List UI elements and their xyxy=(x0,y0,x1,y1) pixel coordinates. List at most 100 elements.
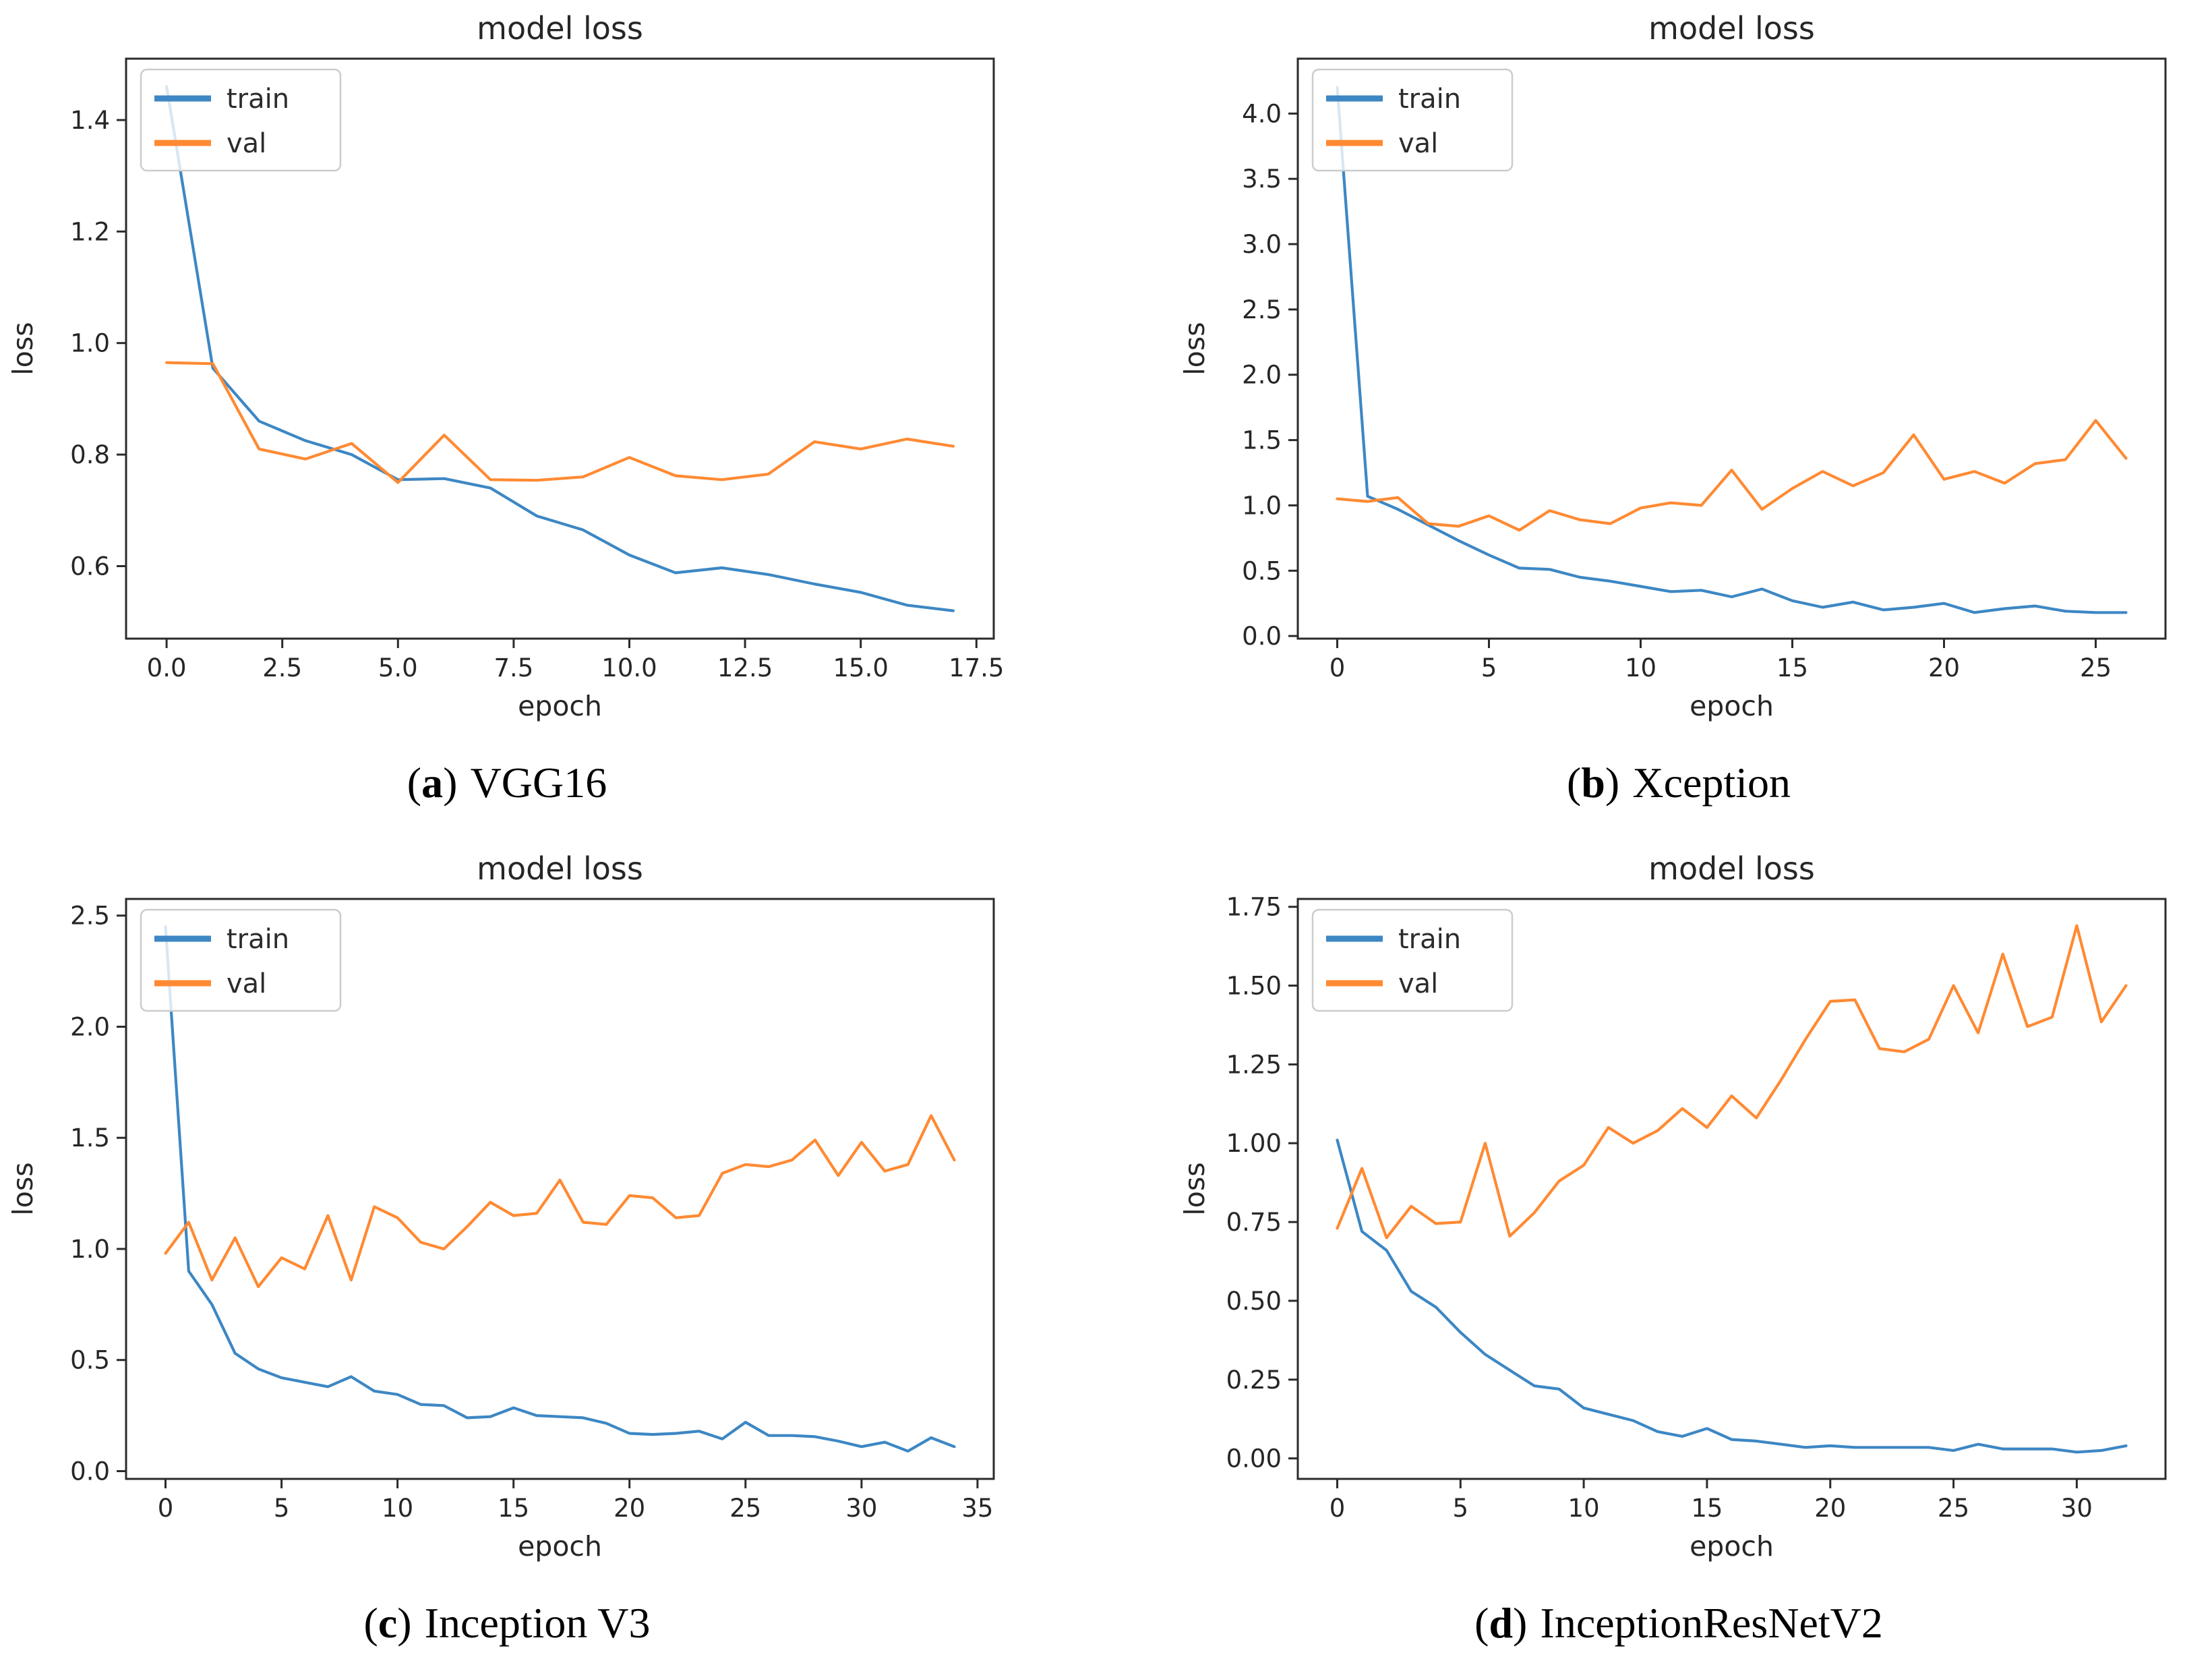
caption-letter: b xyxy=(1581,759,1605,807)
loss-chart-vgg16: 0.0 2.5 5.0 7.5 10.0 12.5 15.0 17.5 0.6 0.8 1.0 1.2… xyxy=(1,8,1013,733)
x-tick-label: 25 xyxy=(729,1494,761,1523)
caption-paren-open: ( xyxy=(363,1599,378,1647)
y-tick-label: 1.00 xyxy=(1226,1129,1282,1158)
axes-frame xyxy=(1296,898,2167,1480)
y-tick-label: 2.0 xyxy=(1242,361,1282,390)
x-tick-label: 15 xyxy=(1691,1494,1723,1523)
x-tick-label: 10 xyxy=(382,1494,413,1523)
val-line xyxy=(164,1114,956,1289)
y-tick-label: 0.0 xyxy=(1242,622,1282,651)
y-tick-label: 1.4 xyxy=(70,106,110,135)
x-tick-label: 0 xyxy=(158,1494,174,1523)
y-tick-label: 0.75 xyxy=(1226,1208,1282,1237)
x-tick-label: 20 xyxy=(614,1494,645,1523)
caption-letter: a xyxy=(421,759,444,807)
x-tick-label: 25 xyxy=(1938,1494,1969,1523)
caption-model-name: Xception xyxy=(1632,759,1791,807)
x-tick-label: 0 xyxy=(1329,1494,1346,1523)
x-tick-label: 17.5 xyxy=(949,653,1004,682)
x-tick-label: 5 xyxy=(1453,1494,1469,1523)
x-axis-label: epoch xyxy=(518,690,602,722)
y-tick-label: 1.0 xyxy=(70,329,110,358)
x-tick-label: 12.5 xyxy=(717,653,773,682)
panel-vgg16: 0.0 2.5 5.0 7.5 10.0 12.5 15.0 17.5 0.6 0.8 1.0 1.2… xyxy=(0,0,1106,832)
chart-title: model loss xyxy=(477,10,643,47)
loss-chart-xception: 0 5 10 15 20 25 0.0 0.5 1.0 1.5 2.0 2.5 3.0 3.5 4.0 mod… xyxy=(1173,8,2184,733)
y-tick-label: 2.5 xyxy=(70,902,110,931)
train-line xyxy=(1336,1138,2128,1454)
y-axis-label: loss xyxy=(7,1162,39,1215)
y-tick-label: 0.0 xyxy=(70,1457,110,1486)
x-axis-label: epoch xyxy=(1690,1530,1774,1563)
y-tick-label: 2.0 xyxy=(70,1012,110,1041)
chart-title: model loss xyxy=(477,850,643,887)
loss-chart-svg-c: 0 5 10 15 20 25 30 35 0.0 0.5 1.0 1.5 2.0 2.5 model lo… xyxy=(7,850,995,1563)
axes-frame xyxy=(125,898,995,1480)
loss-chart-svg-a: 0.0 2.5 5.0 7.5 10.0 12.5 15.0 17.5 0.6 0.8 1.0 1.2… xyxy=(7,10,1004,722)
train-line xyxy=(164,925,956,1453)
loss-chart-inceptionresnetv2: 0 5 10 15 20 25 30 0.00 0.25 0.50 0.75 1.00 1.25 1.50… xyxy=(1173,848,2184,1573)
train-line xyxy=(1336,86,2128,614)
x-tick-label: 15 xyxy=(1776,653,1808,682)
panel-inceptionv3: 0 5 10 15 20 25 30 35 0.0 0.5 1.0 1.5 2.0 2.5 model lo… xyxy=(0,832,1106,1663)
x-tick-label: 35 xyxy=(961,1494,993,1523)
y-tick-label: 0.8 xyxy=(70,440,110,469)
legend: train val xyxy=(1311,68,1514,172)
y-tick-label: 0.00 xyxy=(1226,1445,1282,1474)
panel-caption-b: (b) Xception xyxy=(1173,761,2184,805)
y-tick-label: 3.0 xyxy=(1242,230,1282,259)
y-tick-label: 2.5 xyxy=(1242,295,1282,324)
caption-model-name: VGG16 xyxy=(470,759,607,807)
y-tick-label: 1.50 xyxy=(1226,971,1282,1000)
val-line xyxy=(165,361,955,484)
y-tick-label: 0.6 xyxy=(70,552,110,581)
loss-chart-inceptionv3: 0 5 10 15 20 25 30 35 0.0 0.5 1.0 1.5 2.0 2.5 model lo… xyxy=(1,848,1013,1573)
caption-paren-close: ) xyxy=(1605,759,1620,807)
caption-letter: d xyxy=(1489,1599,1514,1647)
caption-paren-open: ( xyxy=(1567,759,1582,807)
x-tick-label: 20 xyxy=(1814,1494,1846,1523)
caption-paren-close: ) xyxy=(443,759,458,807)
y-tick-label: 1.5 xyxy=(70,1124,110,1153)
x-tick-label: 10 xyxy=(1625,653,1656,682)
y-tick-label: 0.5 xyxy=(1242,556,1282,585)
x-tick-label: 10 xyxy=(1568,1494,1600,1523)
x-axis-label: epoch xyxy=(518,1530,602,1563)
legend-label-train: train xyxy=(227,84,289,115)
x-tick-label: 5.0 xyxy=(378,653,418,682)
legend: train val xyxy=(140,68,342,172)
x-tick-label: 25 xyxy=(2080,653,2112,682)
legend-label-val: val xyxy=(227,968,266,999)
caption-model-name: Inception V3 xyxy=(424,1599,651,1647)
legend-label-train: train xyxy=(1398,924,1461,955)
legend-label-val: val xyxy=(1398,128,1438,159)
caption-letter: c xyxy=(378,1599,398,1647)
train-line xyxy=(165,85,955,612)
y-tick-label: 1.75 xyxy=(1226,893,1282,922)
x-tick-label: 10.0 xyxy=(601,653,657,682)
x-tick-label: 0.0 xyxy=(147,653,187,682)
x-tick-label: 0 xyxy=(1329,653,1346,682)
axes-frame xyxy=(1296,57,2167,640)
y-tick-label: 1.0 xyxy=(70,1235,110,1264)
chart-title: model loss xyxy=(1648,10,1815,47)
x-tick-label: 5 xyxy=(1481,653,1497,682)
loss-chart-svg-d: 0 5 10 15 20 25 30 0.00 0.25 0.50 0.75 1.00 1.25 1.50… xyxy=(1178,850,2167,1563)
y-axis-label: loss xyxy=(7,322,39,375)
caption-paren-open: ( xyxy=(1474,1599,1489,1647)
x-tick-label: 5 xyxy=(274,1494,290,1523)
x-tick-label: 20 xyxy=(1928,653,1960,682)
panel-inceptionresnetv2: 0 5 10 15 20 25 30 0.00 0.25 0.50 0.75 1.00 1.25 1.50… xyxy=(1106,832,2212,1663)
x-tick-label: 30 xyxy=(2061,1494,2093,1523)
val-line xyxy=(1336,924,2128,1239)
x-axis-label: epoch xyxy=(1690,690,1774,722)
y-tick-label: 1.0 xyxy=(1242,491,1282,520)
y-axis-label: loss xyxy=(1178,1162,1211,1215)
panel-caption-c: (c) Inception V3 xyxy=(1,1602,1013,1645)
caption-paren-open: ( xyxy=(407,759,422,807)
legend: train val xyxy=(1311,908,1514,1012)
y-tick-label: 0.5 xyxy=(70,1346,110,1375)
x-tick-label: 15 xyxy=(498,1494,529,1523)
y-tick-label: 1.2 xyxy=(70,217,110,246)
